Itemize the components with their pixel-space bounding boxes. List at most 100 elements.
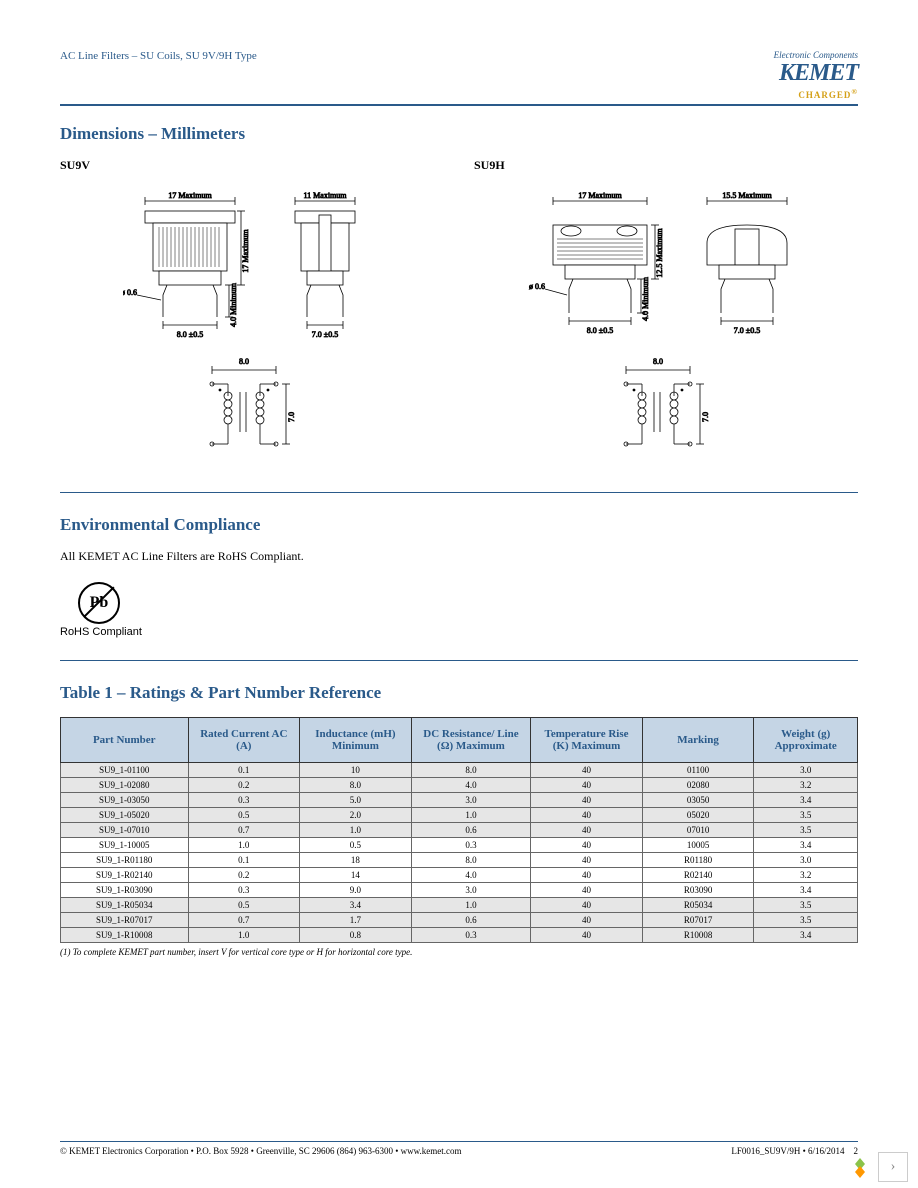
table-cell: 40: [531, 898, 643, 913]
svg-text:8.0: 8.0: [239, 357, 249, 366]
table-cell: 40: [531, 883, 643, 898]
table-row: SU9_1-R050340.53.41.040R050343.5: [61, 898, 858, 913]
table-cell: 3.5: [754, 808, 858, 823]
table-cell: R01180: [642, 853, 754, 868]
table-cell: 8.0: [300, 778, 412, 793]
table-cell: SU9_1-05020: [61, 808, 189, 823]
table-header-cell: DC Resistance/ Line (Ω) Maximum: [411, 718, 531, 763]
table-row: SU9_1-100051.00.50.340100053.4: [61, 838, 858, 853]
table-cell: SU9_1-03050: [61, 793, 189, 808]
header-right: Electronic Components KEMET CHARGED®: [774, 50, 858, 100]
svg-text:ø 0.6: ø 0.6: [123, 288, 137, 297]
table-cell: SU9_1-10005: [61, 838, 189, 853]
pb-free-icon: Pb: [78, 582, 120, 624]
table-cell: SU9_1-02080: [61, 778, 189, 793]
su9h-diagram: 17 Maximum 12.5 Maximum ø 0.6 8.0 ±0.5: [474, 181, 858, 470]
svg-text:17 Maximum: 17 Maximum: [241, 229, 250, 273]
rohs-label: RoHS Compliant: [60, 626, 142, 638]
table-cell: 14: [300, 868, 412, 883]
table-cell: 40: [531, 853, 643, 868]
table-cell: 1.0: [411, 898, 531, 913]
table-cell: 5.0: [300, 793, 412, 808]
table-cell: 3.4: [754, 838, 858, 853]
table-header-cell: Rated Current AC (A): [188, 718, 300, 763]
su9v-front-drawing: 17 Maximum 17 Maximum ø 0.6 8.0 ±0.5: [123, 187, 253, 342]
brand-logo: KEMET: [774, 60, 858, 87]
footer-right: LF0016_SU9V/9H • 6/16/2014 2: [731, 1146, 858, 1156]
table-row: SU9_1-050200.52.01.040050203.5: [61, 808, 858, 823]
table-cell: 4.0: [411, 868, 531, 883]
table-row: SU9_1-R021400.2144.040R021403.2: [61, 868, 858, 883]
table-cell: 0.2: [188, 778, 300, 793]
svg-text:7.0: 7.0: [701, 412, 710, 422]
footer-left: © KEMET Electronics Corporation • P.O. B…: [60, 1146, 462, 1156]
table-cell: 40: [531, 913, 643, 928]
su9v-schematic: 8.0 7.0: [182, 354, 322, 464]
table-row: SU9_1-070100.71.00.640070103.5: [61, 823, 858, 838]
section-separator-2: [60, 660, 858, 661]
table-cell: 01100: [642, 763, 754, 778]
table-header-cell: Inductance (mH) Minimum: [300, 718, 412, 763]
table-cell: SU9_1-01100: [61, 763, 189, 778]
svg-text:17 Maximum: 17 Maximum: [168, 191, 212, 200]
ratings-table: Part NumberRated Current AC (A)Inductanc…: [60, 717, 858, 943]
su9h-schematic: 8.0 7.0: [596, 354, 736, 464]
rohs-badge: Pb RoHS Compliant: [60, 582, 858, 638]
svg-text:15.5 Maximum: 15.5 Maximum: [722, 191, 772, 200]
svg-text:4.0 Minimum: 4.0 Minimum: [641, 276, 650, 321]
svg-text:8.0: 8.0: [653, 357, 663, 366]
table-cell: 8.0: [411, 763, 531, 778]
table-cell: 18: [300, 853, 412, 868]
table-cell: R03090: [642, 883, 754, 898]
table-footnote: (1) To complete KEMET part number, inser…: [60, 947, 858, 957]
table-cell: 1.0: [300, 823, 412, 838]
table-header-cell: Weight (g) Approximate: [754, 718, 858, 763]
table-cell: 3.5: [754, 913, 858, 928]
table-cell: 3.4: [754, 793, 858, 808]
env-title: Environmental Compliance: [60, 515, 858, 535]
env-text: All KEMET AC Line Filters are RoHS Compl…: [60, 549, 858, 564]
svg-text:4.0 Minimum: 4.0 Minimum: [229, 282, 238, 327]
header-rule: [60, 104, 858, 106]
table-cell: 3.2: [754, 778, 858, 793]
su9h-front-drawing: 17 Maximum 12.5 Maximum ø 0.6 8.0 ±0.5: [527, 187, 667, 342]
table-row: SU9_1-030500.35.03.040030503.4: [61, 793, 858, 808]
table-cell: 0.5: [188, 808, 300, 823]
header-left: AC Line Filters – SU Coils, SU 9V/9H Typ…: [60, 50, 257, 62]
table-cell: 3.0: [411, 883, 531, 898]
table-cell: 40: [531, 793, 643, 808]
table-cell: 3.4: [300, 898, 412, 913]
table-cell: 0.2: [188, 868, 300, 883]
table-cell: 3.4: [754, 928, 858, 943]
table-cell: 0.3: [188, 793, 300, 808]
table-cell: 0.7: [188, 823, 300, 838]
table-cell: 3.0: [754, 853, 858, 868]
table-row: SU9_1-R100081.00.80.340R100083.4: [61, 928, 858, 943]
table-cell: 3.0: [754, 763, 858, 778]
table-cell: 05020: [642, 808, 754, 823]
table-header-cell: Temperature Rise (K) Maximum: [531, 718, 643, 763]
next-page-button[interactable]: ›: [878, 1152, 908, 1182]
table-cell: 0.1: [188, 853, 300, 868]
table-cell: 0.8: [300, 928, 412, 943]
table-cell: 10: [300, 763, 412, 778]
su9h-side-drawing: 15.5 Maximum 7.0 ±0.5: [695, 187, 805, 342]
table-cell: 0.7: [188, 913, 300, 928]
table-title: Table 1 – Ratings & Part Number Referenc…: [60, 683, 858, 703]
table-cell: 1.0: [411, 808, 531, 823]
table-cell: 40: [531, 823, 643, 838]
svg-text:7.0 ±0.5: 7.0 ±0.5: [312, 330, 338, 339]
table-cell: 0.3: [411, 838, 531, 853]
svg-text:11 Maximum: 11 Maximum: [303, 191, 347, 200]
page: AC Line Filters – SU Coils, SU 9V/9H Typ…: [0, 0, 918, 1188]
table-cell: 4.0: [411, 778, 531, 793]
svg-text:8.0 ±0.5: 8.0 ±0.5: [177, 330, 203, 339]
ec-tagline: Electronic Components: [774, 50, 858, 60]
svg-text:7.0: 7.0: [287, 412, 296, 422]
table-body: SU9_1-011000.1108.040011003.0SU9_1-02080…: [61, 763, 858, 943]
table-cell: R07017: [642, 913, 754, 928]
table-cell: R10008: [642, 928, 754, 943]
section-separator-1: [60, 492, 858, 493]
table-cell: SU9_1-R03090: [61, 883, 189, 898]
su9h-label: SU9H: [474, 158, 858, 173]
